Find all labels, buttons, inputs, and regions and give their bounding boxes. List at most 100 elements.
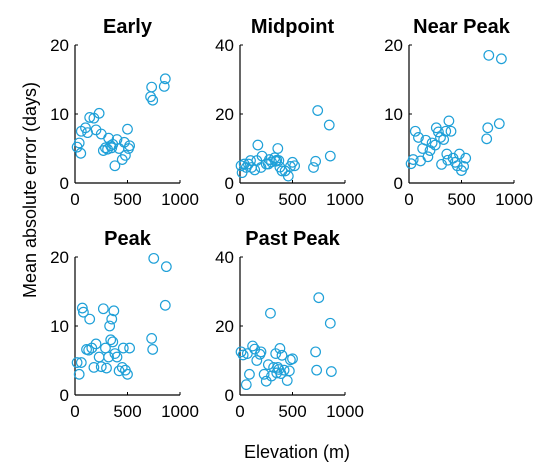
data-point — [268, 362, 280, 373]
data-point — [159, 73, 171, 85]
data-point — [276, 349, 288, 361]
x-tick-label: 0 — [70, 190, 79, 209]
y-tick-label: 10 — [50, 317, 69, 336]
data-point — [93, 107, 105, 119]
data-point — [260, 375, 272, 387]
data-point — [93, 351, 105, 363]
data-point — [481, 133, 493, 145]
x-axis-label: Elevation (m) — [244, 442, 350, 462]
data-point — [117, 342, 129, 354]
x-tick-label: 0 — [70, 402, 79, 421]
data-point — [438, 134, 450, 145]
data-point — [426, 137, 438, 149]
data-point — [458, 161, 470, 172]
data-point — [148, 252, 160, 264]
y-tick-label: 0 — [394, 174, 403, 193]
y-tick-label: 0 — [60, 386, 69, 405]
y-tick-label: 40 — [215, 248, 234, 267]
data-point — [122, 123, 133, 135]
data-point — [83, 344, 95, 356]
data-point — [278, 364, 290, 376]
x-tick-label: 1000 — [161, 190, 199, 209]
y-tick-label: 20 — [215, 317, 234, 336]
data-point — [460, 152, 472, 164]
data-point — [252, 139, 264, 151]
panel-2: Midpoint 0 20 40 0 500 1000 — [215, 16, 364, 209]
y-tick-label: 20 — [384, 36, 403, 55]
data-point — [245, 155, 256, 166]
data-point — [158, 80, 170, 92]
data-point — [116, 362, 128, 373]
data-point — [73, 137, 85, 149]
x-tick-label: 500 — [278, 402, 306, 421]
data-point — [429, 139, 441, 151]
data-point — [310, 155, 322, 167]
data-point — [272, 143, 284, 154]
data-point — [283, 365, 295, 377]
data-point — [240, 379, 252, 391]
data-point — [255, 346, 267, 358]
data-point — [289, 160, 301, 172]
panel-title: Past Peak — [245, 228, 340, 250]
data-point — [493, 118, 505, 130]
panel-5: Past Peak 0 20 40 0 500 1000 — [215, 228, 364, 421]
data-point — [323, 119, 335, 131]
data-point — [103, 351, 114, 363]
data-point — [119, 149, 131, 161]
x-tick-label: 0 — [235, 402, 244, 421]
panel-title: Early — [103, 16, 153, 38]
data-point — [107, 336, 119, 348]
data-point — [124, 342, 136, 354]
data-point — [281, 375, 293, 386]
data-point — [313, 292, 325, 304]
data-point — [249, 164, 261, 176]
data-point — [258, 368, 270, 380]
data-point — [413, 132, 424, 143]
y-tick-label: 0 — [60, 174, 69, 193]
x-tick-label: 500 — [447, 190, 475, 209]
data-point — [483, 49, 495, 61]
y-tick-label: 10 — [384, 105, 403, 124]
data-point — [145, 91, 157, 103]
y-tick-label: 20 — [50, 248, 69, 267]
data-point — [147, 344, 159, 355]
data-point — [244, 368, 255, 380]
x-tick-label: 500 — [113, 190, 141, 209]
y-tick-label: 0 — [225, 386, 234, 405]
data-point — [440, 125, 452, 137]
data-point — [443, 115, 455, 127]
data-point — [273, 155, 285, 166]
data-point — [73, 368, 85, 380]
data-point — [95, 361, 107, 373]
panel-4: Peak 0 10 20 0 500 1000 — [50, 228, 199, 421]
data-point — [104, 320, 116, 332]
data-point — [308, 162, 319, 173]
data-point — [310, 346, 322, 358]
data-point — [76, 302, 88, 314]
data-point — [146, 333, 158, 344]
x-tick-label: 0 — [404, 190, 413, 209]
data-point — [482, 122, 494, 134]
data-point — [106, 313, 118, 325]
data-point — [247, 340, 259, 352]
data-point — [111, 351, 123, 363]
panel-1: Early 0 10 20 0 500 1000 — [50, 16, 199, 209]
panel-3: Near Peak 0 10 20 0 500 1000 — [384, 16, 533, 209]
data-point — [435, 132, 446, 143]
y-tick-label: 40 — [215, 36, 234, 55]
data-point — [159, 299, 171, 311]
x-tick-label: 500 — [278, 190, 306, 209]
y-tick-label: 10 — [50, 105, 69, 124]
x-tick-label: 0 — [235, 190, 244, 209]
data-point — [101, 362, 112, 374]
data-point — [265, 307, 276, 319]
data-point — [433, 126, 444, 138]
data-point — [75, 147, 87, 159]
y-tick-label: 20 — [50, 36, 69, 55]
data-point — [262, 359, 274, 371]
data-point — [445, 125, 457, 137]
data-point — [324, 317, 336, 329]
data-point — [122, 368, 133, 380]
data-point — [71, 357, 83, 368]
